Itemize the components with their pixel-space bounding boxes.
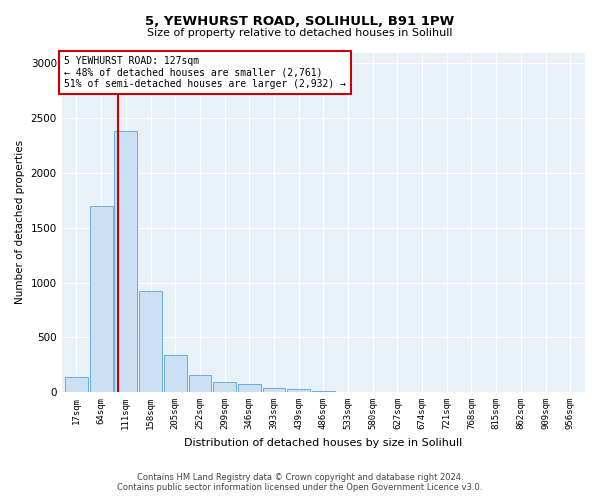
Text: Size of property relative to detached houses in Solihull: Size of property relative to detached ho…	[147, 28, 453, 38]
Y-axis label: Number of detached properties: Number of detached properties	[15, 140, 25, 304]
Bar	[287, 390, 310, 392]
Text: 5, YEWHURST ROAD, SOLIHULL, B91 1PW: 5, YEWHURST ROAD, SOLIHULL, B91 1PW	[145, 15, 455, 28]
Bar	[65, 376, 88, 392]
Bar	[188, 375, 211, 392]
Bar	[238, 384, 260, 392]
Bar	[115, 132, 137, 392]
Text: 5 YEWHURST ROAD: 127sqm
← 48% of detached houses are smaller (2,761)
51% of semi: 5 YEWHURST ROAD: 127sqm ← 48% of detache…	[64, 56, 346, 89]
X-axis label: Distribution of detached houses by size in Solihull: Distribution of detached houses by size …	[184, 438, 463, 448]
Bar	[164, 355, 187, 392]
Bar	[139, 292, 162, 392]
Bar	[263, 388, 286, 392]
Text: Contains HM Land Registry data © Crown copyright and database right 2024.
Contai: Contains HM Land Registry data © Crown c…	[118, 473, 482, 492]
Bar	[213, 382, 236, 392]
Bar	[312, 391, 335, 392]
Bar	[90, 206, 113, 392]
